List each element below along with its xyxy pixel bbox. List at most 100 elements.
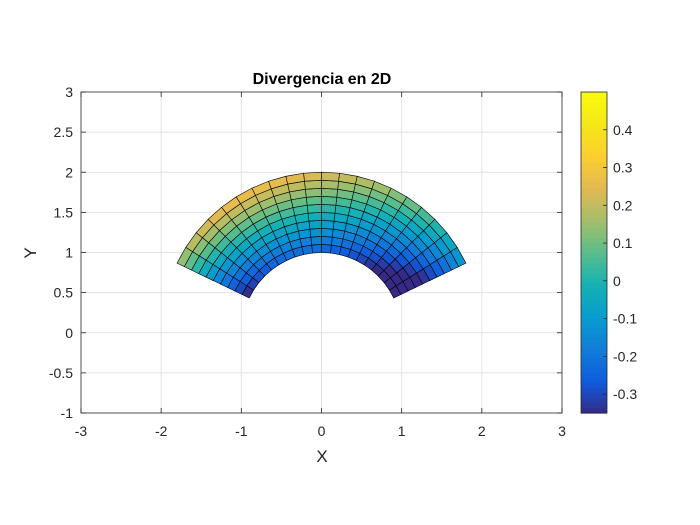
colorbar-segment [581, 337, 607, 344]
y-tick-label: 3 [65, 84, 73, 100]
y-tick-label: 0 [65, 325, 73, 341]
colorbar-segment [581, 127, 607, 133]
colorbar-segment [581, 312, 607, 319]
colorbar-segment [581, 92, 607, 98]
colorbar: -0.3 -0.2 -0.1 0 0.1 0.2 0.3 0.4 [580, 91, 637, 414]
mesh-cell [321, 187, 338, 198]
colorbar-segment [581, 112, 607, 118]
colorbar-tick-label: -0.1 [613, 311, 637, 327]
y-tick-label: -1 [61, 405, 74, 421]
mesh-cell [321, 204, 337, 214]
colorbar-segment [581, 107, 607, 113]
colorbar-segment [581, 157, 607, 163]
colorbar-segment [581, 142, 607, 148]
x-tick-label: 3 [558, 423, 566, 439]
colorbar-segment [581, 397, 607, 404]
colorbar-segment [581, 97, 607, 103]
colorbar-segment [581, 392, 607, 399]
colorbar-segment [581, 287, 607, 294]
colorbar-segment [581, 267, 607, 274]
mesh-cell [306, 204, 322, 214]
colorbar-segment [581, 102, 607, 108]
mesh-cell [321, 171, 340, 182]
colorbar-segment [581, 362, 607, 369]
colorbar-segment [581, 327, 607, 334]
colorbar-segment [581, 242, 607, 249]
colorbar-segment [581, 342, 607, 349]
y-axis-label: Y [21, 247, 40, 258]
colorbar-segment [581, 407, 607, 414]
mesh-cell [310, 236, 322, 246]
mesh-cell [321, 244, 332, 254]
mesh-cell [176, 246, 193, 268]
colorbar-segment [581, 302, 607, 309]
x-axis-label: X [316, 447, 327, 466]
colorbar-segment [581, 402, 607, 409]
x-tick-label: 2 [478, 423, 486, 439]
colorbar-segment [581, 377, 607, 384]
x-tick-label: -3 [75, 423, 88, 439]
colorbar-segment [581, 277, 607, 284]
mesh-cell [321, 228, 334, 238]
colorbar-segment [581, 172, 607, 178]
colorbar-segment [581, 282, 607, 289]
colorbar-segment [581, 217, 607, 224]
colorbar-tick-label: 0.2 [613, 197, 633, 213]
chart-title: Divergencia en 2D [253, 71, 392, 88]
colorbar-segment [581, 162, 607, 168]
colorbar-segment [581, 332, 607, 339]
mesh-cell [321, 196, 338, 206]
colorbar-segment [581, 297, 607, 304]
x-tick-label: 1 [398, 423, 406, 439]
colorbar-segment [581, 147, 607, 153]
mesh-cell [307, 212, 322, 222]
x-tick-label: -1 [235, 423, 248, 439]
colorbar-segment [581, 187, 607, 193]
colorbar-segment [581, 222, 607, 229]
colorbar-segment [581, 292, 607, 299]
colorbar-segment [581, 227, 607, 234]
y-tick-label: 0.5 [54, 285, 74, 301]
mesh-cell [311, 244, 322, 254]
colorbar-tick-label: 0.3 [613, 160, 633, 176]
mesh-cell [305, 196, 322, 206]
y-axis-ticks: -1 -0.5 0 0.5 1 1.5 2 2.5 3 [49, 84, 562, 421]
colorbar-segment [581, 152, 607, 158]
colorbar-segment [581, 202, 607, 208]
mesh-cell [321, 212, 336, 222]
divergence-mesh [176, 171, 467, 299]
colorbar-segment [581, 257, 607, 264]
mesh-cell [305, 187, 322, 198]
colorbar-segment [581, 182, 607, 188]
colorbar-segment [581, 247, 607, 254]
colorbar-segment [581, 262, 607, 269]
colorbar-segment [581, 352, 607, 359]
colorbar-segment [581, 322, 607, 329]
colorbar-tick-label: 0.1 [613, 235, 633, 251]
colorbar-tick-label: -0.2 [613, 348, 637, 364]
colorbar-tick-label: 0.4 [613, 122, 633, 138]
colorbar-segment [581, 272, 607, 279]
colorbar-segment [581, 167, 607, 173]
mesh-cell [321, 179, 339, 190]
x-tick-label: -2 [155, 423, 168, 439]
colorbar-segment [581, 317, 607, 324]
colorbar-segment [581, 122, 607, 128]
mesh-cell [321, 236, 333, 246]
mesh-cell [303, 171, 322, 182]
colorbar-segment [581, 252, 607, 259]
colorbar-segment [581, 367, 607, 374]
colorbar-frame [580, 91, 608, 414]
colorbar-segment [581, 237, 607, 244]
colorbar-segment [581, 177, 607, 183]
colorbar-tick-label: -0.3 [613, 386, 637, 402]
colorbar-segment [581, 372, 607, 379]
colorbar-segment [581, 357, 607, 364]
colorbar-segment [581, 137, 607, 143]
colorbar-segment [581, 207, 607, 213]
colorbar-segment [581, 387, 607, 394]
colorbar-segment [581, 382, 607, 389]
colorbar-segment [581, 212, 607, 218]
y-tick-label: 1 [65, 245, 73, 261]
y-tick-label: 2 [65, 164, 73, 180]
